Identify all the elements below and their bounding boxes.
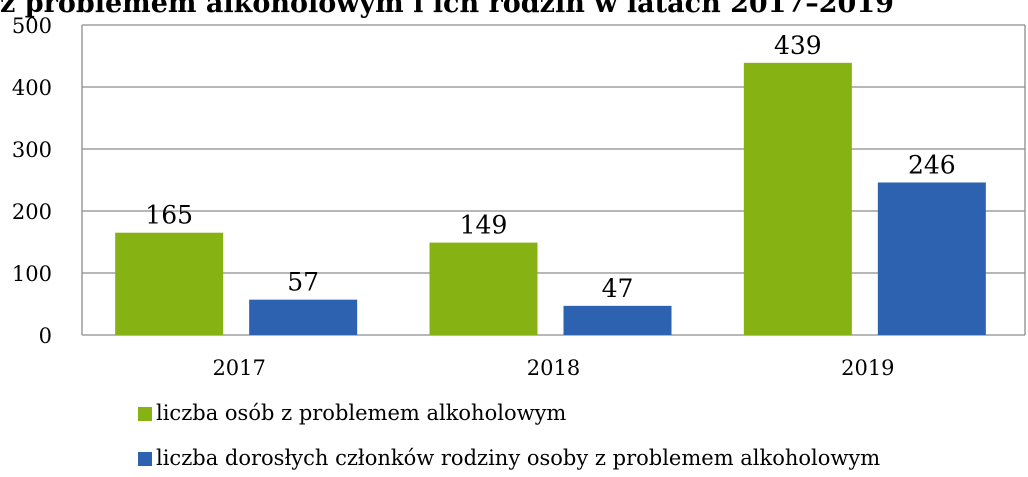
data-label: 439 xyxy=(774,31,822,60)
bar xyxy=(743,62,852,335)
legend-swatch xyxy=(138,452,152,466)
y-tick-label: 400 xyxy=(12,76,52,100)
x-tick-label: 2017 xyxy=(212,356,265,380)
bar xyxy=(429,242,538,335)
y-tick-label: 100 xyxy=(12,262,52,286)
legend-label: liczba osób z problemem alkoholowym xyxy=(156,401,566,425)
data-label: 246 xyxy=(908,150,956,179)
data-label: 57 xyxy=(287,268,319,297)
y-tick-label: 0 xyxy=(39,324,52,348)
x-tick-label: 2019 xyxy=(841,356,894,380)
legend-label: liczba dorosłych członków rodziny osoby … xyxy=(156,446,880,470)
data-label: 165 xyxy=(145,201,193,230)
y-tick-label: 300 xyxy=(12,138,52,162)
bar xyxy=(563,305,672,335)
bar xyxy=(249,299,358,335)
bar xyxy=(877,182,986,335)
x-tick-label: 2018 xyxy=(527,356,580,380)
bar xyxy=(115,232,224,335)
chart-title: z problemem alkoholowym i ich rodzin w l… xyxy=(0,0,894,19)
y-tick-label: 200 xyxy=(12,200,52,224)
data-label: 47 xyxy=(602,274,634,303)
data-label: 149 xyxy=(460,211,508,240)
legend-swatch xyxy=(138,407,152,421)
y-tick-label: 500 xyxy=(12,14,52,38)
